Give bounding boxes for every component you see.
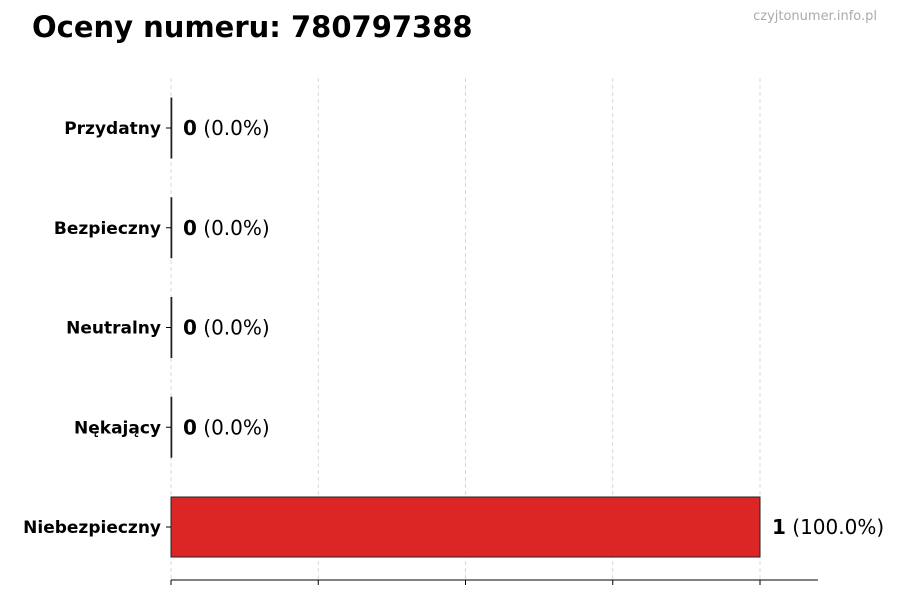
data-label-percent: (0.0%) [197, 415, 270, 439]
bar [170, 197, 173, 259]
data-label-percent: (0.0%) [197, 116, 270, 140]
y-tick-label: Niebezpieczny [23, 518, 161, 538]
y-tick-label: Neutralny [66, 319, 161, 339]
data-label-percent: (0.0%) [197, 216, 270, 240]
data-label-count: 0 [183, 415, 197, 439]
bar [170, 496, 761, 558]
chart-title: Oceny numeru: 780797388 [32, 10, 473, 44]
data-label-percent: (100.0%) [786, 515, 884, 539]
data-label-count: 0 [183, 216, 197, 240]
bar [170, 297, 173, 358]
data-label: 0 (0.0%) [183, 316, 270, 340]
data-label-percent: (0.0%) [197, 316, 270, 340]
watermark: czyjtonumer.info.pl [753, 9, 877, 24]
data-label: 0 (0.0%) [183, 216, 270, 240]
y-tick-label: Nękający [74, 418, 161, 438]
data-label-count: 0 [183, 116, 197, 140]
y-tick-label: Przydatny [64, 119, 161, 139]
bar [170, 396, 173, 458]
data-label: 0 (0.0%) [183, 116, 270, 140]
bar [170, 97, 173, 159]
y-tick-label: Bezpieczny [54, 219, 161, 239]
data-label-count: 1 [772, 515, 786, 539]
data-label-count: 0 [183, 316, 197, 340]
data-label: 1 (100.0%) [772, 515, 884, 539]
data-label: 0 (0.0%) [183, 415, 270, 439]
